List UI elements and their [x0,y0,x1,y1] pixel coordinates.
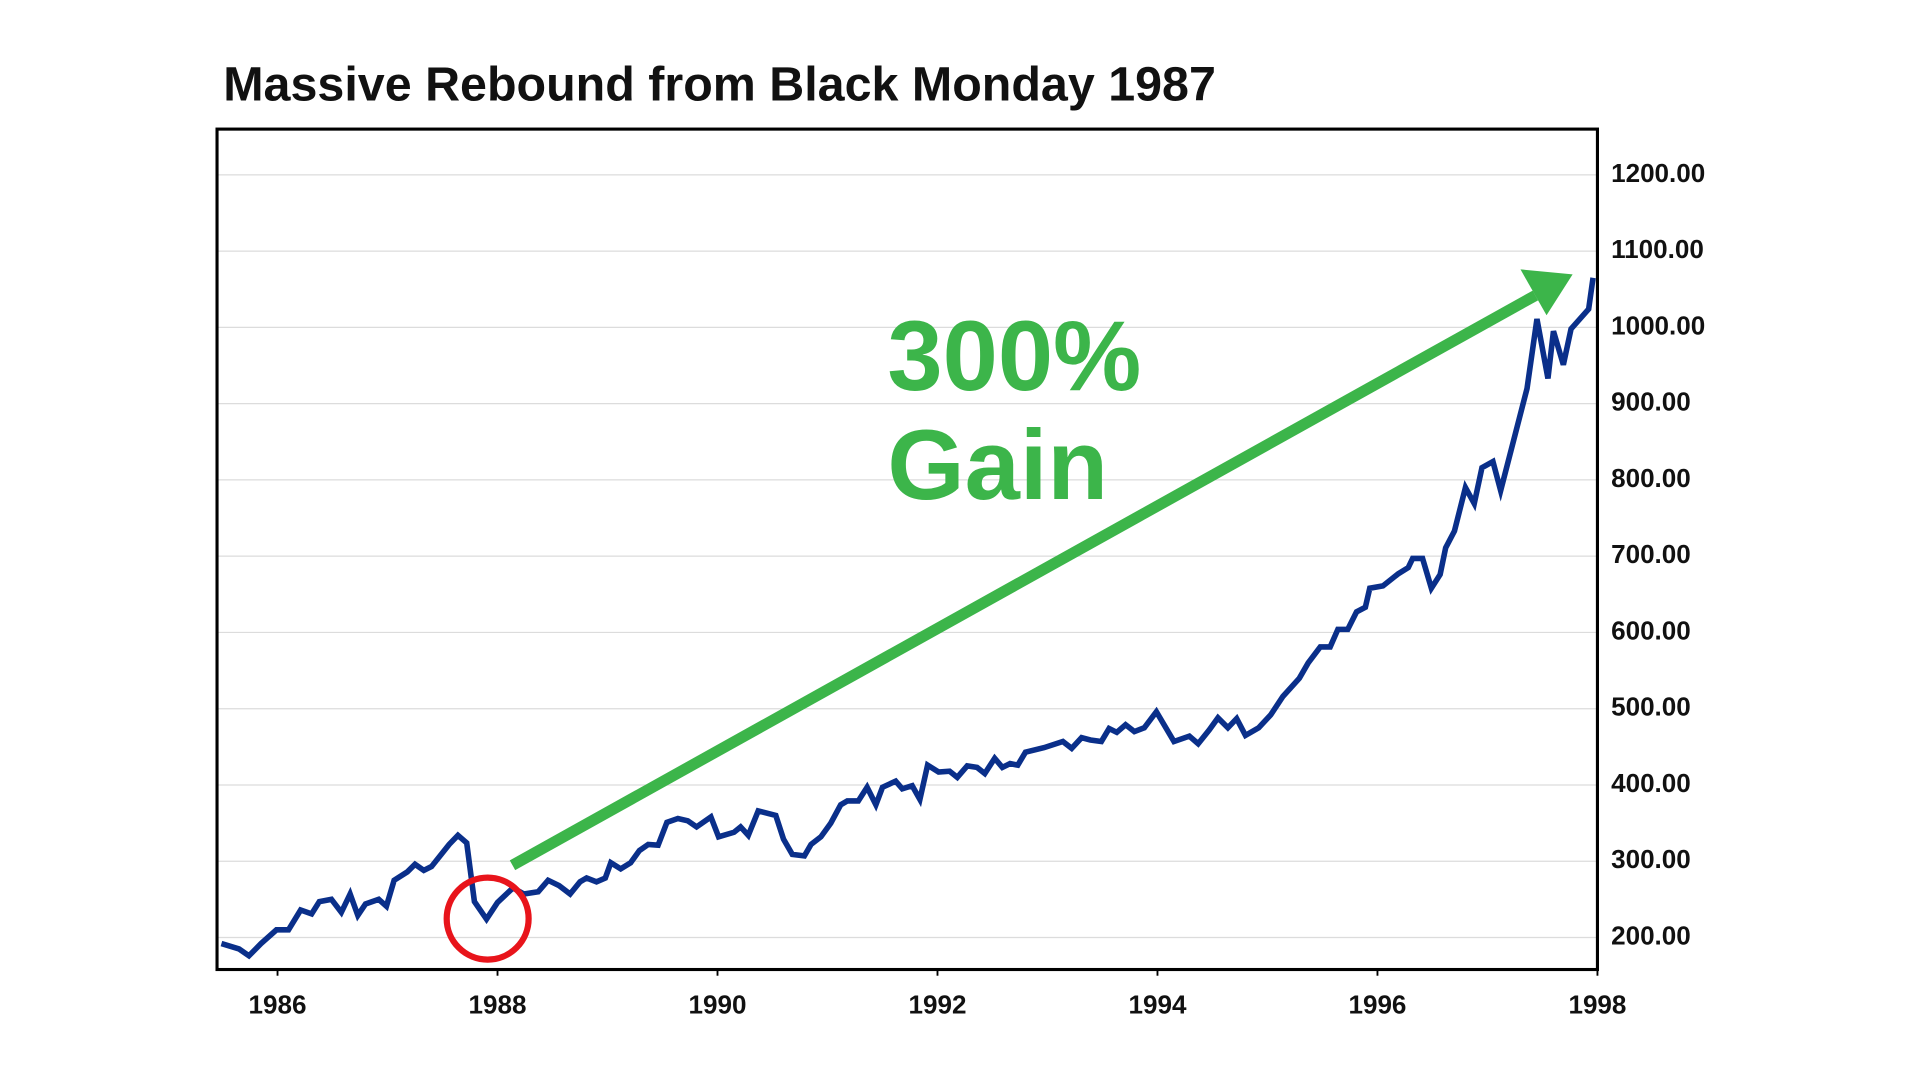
x-tick-label: 1992 [909,990,967,1020]
y-tick-label: 1200.00 [1611,158,1705,188]
x-tick-label: 1996 [1348,990,1406,1020]
x-tick-label: 1990 [689,990,747,1020]
y-tick-label: 500.00 [1611,692,1691,722]
arrow-shaft [509,290,1539,871]
y-tick-label: 700.00 [1611,539,1691,569]
y-tick-label: 800.00 [1611,463,1691,493]
chart-title: Massive Rebound from Black Monday 1987 [223,58,1216,112]
plot-frame [215,127,1599,972]
y-tick-label: 1000.00 [1611,310,1705,340]
y-tick-label: 600.00 [1611,615,1691,645]
x-tick-label: 1994 [1128,990,1186,1020]
y-tick-label: 400.00 [1611,768,1691,798]
arrow-head [1520,269,1573,316]
y-tick-label: 200.00 [1611,920,1691,950]
crash-circle [443,874,532,963]
y-tick-label: 900.00 [1611,387,1691,417]
y-tick-label: 300.00 [1611,844,1691,874]
x-tick-label: 1988 [469,990,527,1020]
line-layer [220,277,1596,960]
x-tick-label: 1986 [249,990,307,1020]
grid [217,174,1598,939]
series-line [220,277,1596,960]
x-tick-label: 1998 [1568,990,1626,1020]
annotation: Gain [887,410,1108,521]
annotation: 300% [887,301,1141,412]
y-tick-label: 1100.00 [1611,234,1704,264]
